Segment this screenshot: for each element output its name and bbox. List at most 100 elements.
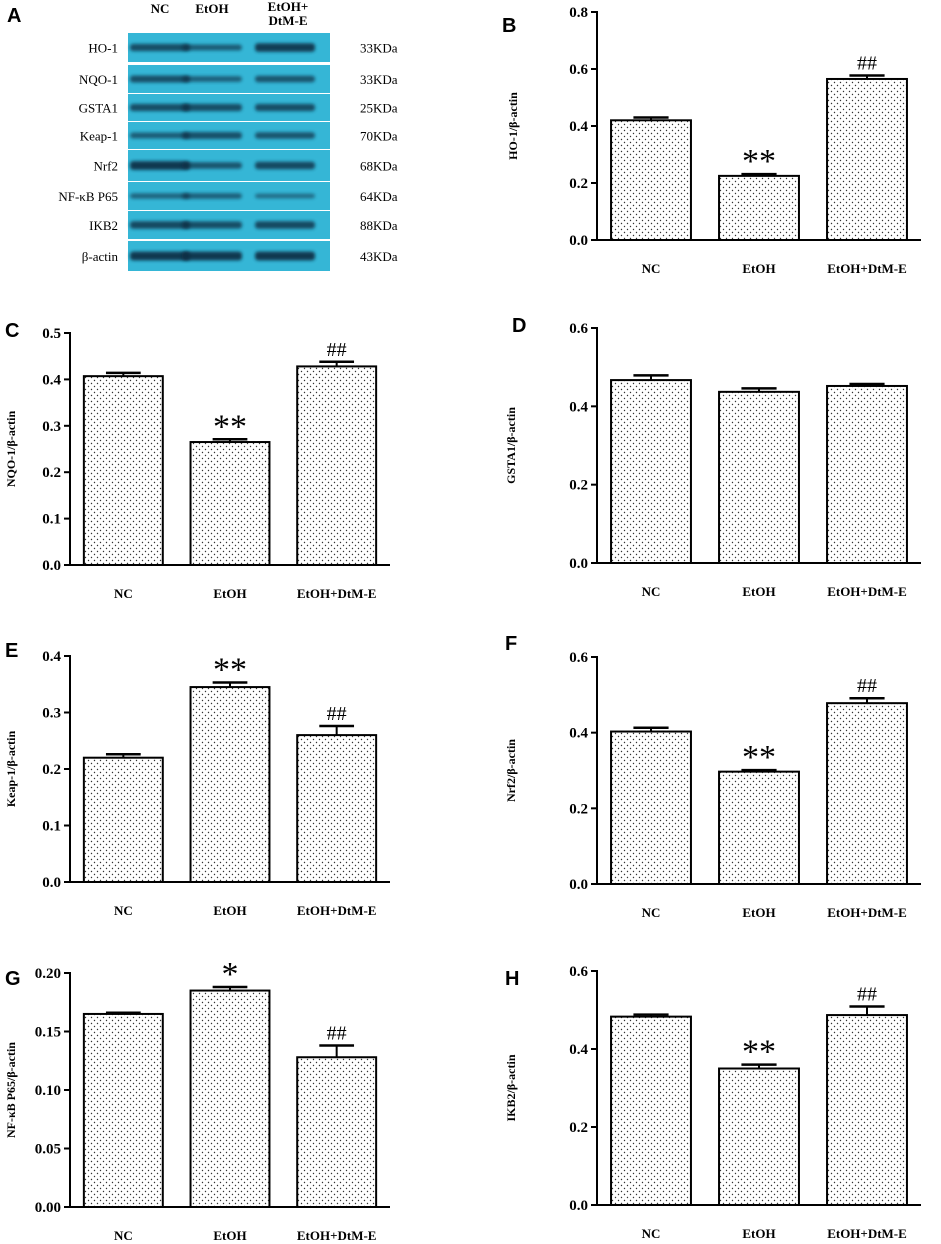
panel-label-c: C <box>5 320 20 342</box>
blot-band <box>255 251 315 261</box>
significance-mark: ** <box>742 143 776 180</box>
lane-label: NC <box>151 1 170 16</box>
significance-mark: ## <box>327 703 347 725</box>
y-tick-label: 0.1 <box>42 819 61 835</box>
blot-band <box>255 132 315 139</box>
blot-band <box>130 161 190 170</box>
category-label: EtOH <box>742 1226 775 1241</box>
size-label: 88KDa <box>360 218 398 233</box>
bar <box>189 441 271 566</box>
panel-label-g: G <box>5 968 21 990</box>
bar <box>610 730 692 886</box>
category-label: EtOH+DtM-E <box>827 1226 907 1241</box>
category-label: EtOH+DtM-E <box>297 1228 377 1243</box>
bar <box>718 1067 800 1206</box>
category-label: NC <box>114 903 133 918</box>
size-label: 43KDa <box>360 249 398 264</box>
blot-band <box>255 103 315 112</box>
blot-band <box>182 193 242 199</box>
y-tick-label: 0.0 <box>42 875 61 891</box>
blot-band <box>255 221 315 229</box>
protein-label: NQO-1 <box>79 72 118 87</box>
blot-band <box>255 161 315 170</box>
significance-mark: ## <box>857 53 877 75</box>
chart-keap1: 0.0 0.1 0.2 0.3 0.4 Keap-1/β-actin NC ** EtOH ## E… <box>4 649 390 918</box>
bar <box>82 756 164 883</box>
bar <box>718 174 800 241</box>
y-tick-label: 0.2 <box>42 465 61 481</box>
panel-label-e: E <box>5 640 19 662</box>
protein-label: β-actin <box>82 249 119 264</box>
chart-nrf2: 0.0 0.2 0.4 0.6 Nrf2/β-actin NC ** EtOH ## EtOH+D… <box>504 650 921 920</box>
bar <box>296 365 378 566</box>
bar <box>826 702 908 886</box>
category-label: EtOH+DtM-E <box>297 586 377 601</box>
significance-mark: ** <box>742 1034 776 1071</box>
bar <box>826 1014 908 1206</box>
y-tick-label: 0.00 <box>35 1200 61 1216</box>
y-tick-label: 0.8 <box>569 5 588 21</box>
category-label: EtOH <box>213 903 246 918</box>
y-tick-label: 0.0 <box>569 1198 588 1214</box>
panel-label-d: D <box>512 315 527 337</box>
significance-mark: * <box>222 956 239 993</box>
category-label: NC <box>114 586 133 601</box>
y-tick-label: 0.05 <box>35 1142 61 1158</box>
significance-mark: ** <box>742 739 776 776</box>
size-label: 33KDa <box>360 72 398 87</box>
y-tick-label: 0.4 <box>569 119 588 135</box>
size-label: 33KDa <box>360 41 398 56</box>
y-tick-label: 0.4 <box>42 649 61 665</box>
bar <box>189 989 271 1208</box>
bar <box>189 686 271 884</box>
y-axis-title: Keap-1/β-actin <box>4 731 18 808</box>
bar <box>610 1015 692 1206</box>
panel-label-b: B <box>502 15 517 37</box>
blot-band <box>130 193 190 199</box>
category-label: NC <box>642 584 661 599</box>
significance-mark: ## <box>327 1023 347 1045</box>
protein-label: GSTA1 <box>79 101 118 116</box>
panel-label-a: A <box>7 5 22 27</box>
y-tick-label: 0.4 <box>42 372 61 388</box>
size-label: 25KDa <box>360 101 398 116</box>
significance-mark: ** <box>213 408 247 445</box>
blot-band <box>182 162 242 169</box>
y-tick-label: 0.4 <box>569 1042 588 1058</box>
y-tick-label: 0.2 <box>569 478 588 494</box>
y-axis-title: IKB2/β-actin <box>504 1054 518 1121</box>
y-tick-label: 0.1 <box>42 512 61 528</box>
protein-label: NF-κB P65 <box>58 189 118 204</box>
bar <box>718 390 800 565</box>
protein-label: Keap-1 <box>80 129 118 144</box>
y-tick-label: 0.0 <box>569 233 588 249</box>
y-tick-label: 0.6 <box>569 964 588 980</box>
blot-band <box>182 132 242 139</box>
protein-label: IKB2 <box>89 218 118 233</box>
y-axis-title: NF-κB P65/β-actin <box>4 1042 18 1138</box>
blot-band <box>130 75 190 83</box>
bar <box>826 77 908 241</box>
category-label: EtOH <box>213 1228 246 1243</box>
blot-band <box>130 251 190 261</box>
category-label: NC <box>642 905 661 920</box>
y-tick-label: 0.6 <box>569 650 588 666</box>
blot-band <box>255 193 315 199</box>
western-blot: NC EtOH EtOH+DtM-E HO-1 33KDa NQO-1 33KDa GSTA… <box>58 0 398 271</box>
blot-band <box>130 43 190 52</box>
protein-label: HO-1 <box>88 41 118 56</box>
bar <box>82 375 164 567</box>
y-tick-label: 0.0 <box>569 556 588 572</box>
category-label: EtOH+DtM-E <box>297 903 377 918</box>
y-axis-title: NQO-1/β-actin <box>4 411 18 488</box>
y-tick-label: 0.4 <box>569 726 588 742</box>
y-tick-label: 0.3 <box>42 706 61 722</box>
significance-mark: ## <box>327 339 347 361</box>
category-label: NC <box>642 1226 661 1241</box>
bar <box>610 119 692 241</box>
bar <box>296 1056 378 1208</box>
significance-mark: ** <box>213 652 247 689</box>
significance-mark: ## <box>857 983 877 1005</box>
y-tick-label: 0.2 <box>569 1120 588 1136</box>
y-tick-label: 0.4 <box>569 399 588 415</box>
